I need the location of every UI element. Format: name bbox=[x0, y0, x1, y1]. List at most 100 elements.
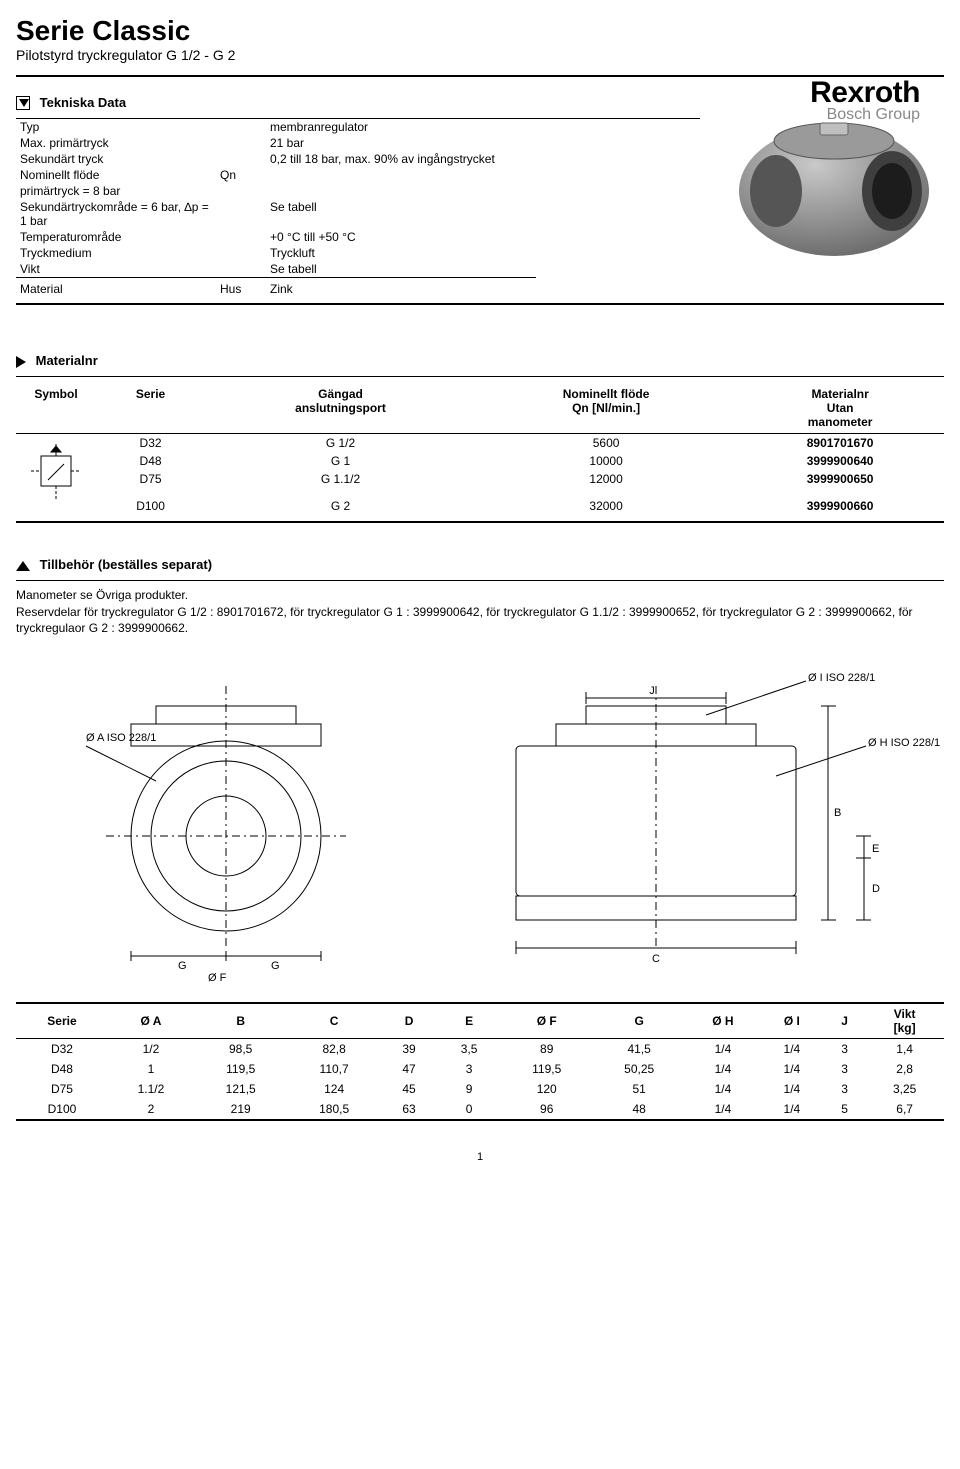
dim-cell: 51 bbox=[592, 1079, 685, 1099]
dim-cell: 1/4 bbox=[686, 1059, 760, 1079]
dim-cell: 1,4 bbox=[865, 1038, 944, 1059]
accessories-heading: Tillbehör (beställes separat) bbox=[16, 557, 944, 572]
cell-materialnr: 3999900660 bbox=[736, 489, 944, 516]
cell-qn: 32000 bbox=[476, 489, 736, 516]
col-mat-3: manometer bbox=[808, 415, 873, 429]
td-mid bbox=[216, 183, 266, 199]
table-row: Temperaturområde+0 °C till +50 °C bbox=[16, 229, 536, 245]
col-flow: Nominellt flöde Qn [Nl/min.] bbox=[476, 383, 736, 434]
td-mid bbox=[216, 135, 266, 151]
accessories-label: Tillbehör (beställes separat) bbox=[40, 557, 212, 572]
table-row: TryckmediumTryckluft bbox=[16, 245, 536, 261]
table-row: Sekundärt tryck0,2 till 18 bar, max. 90%… bbox=[16, 151, 536, 167]
table-row: Nominellt flödeQn bbox=[16, 167, 536, 183]
dim-cell: 50,25 bbox=[592, 1059, 685, 1079]
dim-cell: 9 bbox=[437, 1079, 501, 1099]
dim-cell: 39 bbox=[381, 1038, 437, 1059]
brand-logo: Rexroth Bosch Group bbox=[810, 76, 920, 124]
dim-cell: 180,5 bbox=[287, 1099, 380, 1120]
symbol-cell bbox=[16, 434, 96, 516]
td-label: primärtryck = 8 bar bbox=[16, 183, 216, 199]
technical-data-heading: Tekniska Data bbox=[16, 95, 700, 111]
td-label: Typ bbox=[16, 119, 216, 135]
cell-ganga: G 1/2 bbox=[205, 434, 476, 453]
dimensions-table: SerieØ ABCDEØ FGØ HØ IJVikt[kg] D321/298… bbox=[16, 1003, 944, 1121]
cell-materialnr: 8901701670 bbox=[736, 434, 944, 453]
cell-ganga: G 2 bbox=[205, 489, 476, 516]
dim-cell: 1/4 bbox=[760, 1099, 824, 1120]
dim-cell: 6,7 bbox=[865, 1099, 944, 1120]
col-mat-2: Utan bbox=[827, 401, 854, 415]
cell-qn: 10000 bbox=[476, 452, 736, 470]
dim-cell: 1/2 bbox=[108, 1038, 194, 1059]
dim-cell: 119,5 bbox=[194, 1059, 287, 1079]
materialnr-table: Symbol Serie Gängad anslutningsport Nomi… bbox=[16, 383, 944, 515]
page-header: Serie Classic Pilotstyrd tryckregulator … bbox=[16, 16, 944, 63]
table-row: D100G 2320003999900660 bbox=[16, 489, 944, 516]
dim-cell: 3,5 bbox=[437, 1038, 501, 1059]
materialnr-heading: Materialnr bbox=[16, 353, 944, 368]
divider bbox=[16, 521, 944, 523]
dim-cell: 47 bbox=[381, 1059, 437, 1079]
dim-col: J bbox=[824, 1003, 866, 1038]
col-materialnr: Materialnr Utan manometer bbox=[736, 383, 944, 434]
td-value: +0 °C till +50 °C bbox=[266, 229, 536, 245]
td-value: Zink bbox=[266, 278, 536, 298]
annot-h: Ø H ISO 228/1 bbox=[868, 737, 940, 749]
dim-col: B bbox=[194, 1003, 287, 1038]
dim-cell: 1/4 bbox=[760, 1079, 824, 1099]
td-value: Tryckluft bbox=[266, 245, 536, 261]
col-ganga-1: Gängad bbox=[318, 387, 363, 401]
dim-cell: 5 bbox=[824, 1099, 866, 1120]
td-mid: Hus bbox=[216, 278, 266, 298]
td-label: Max. primärtryck bbox=[16, 135, 216, 151]
dim-cell: 1.1/2 bbox=[108, 1079, 194, 1099]
technical-drawing: Ø A ISO 228/1 G G Ø F C bbox=[16, 656, 944, 986]
brand-main: Rexroth bbox=[810, 76, 920, 110]
table-row: D321/298,582,8393,58941,51/41/431,4 bbox=[16, 1038, 944, 1059]
td-mid bbox=[216, 261, 266, 278]
dim-col: Ø A bbox=[108, 1003, 194, 1038]
col-serie: Serie bbox=[96, 383, 205, 434]
dim-cell: 48 bbox=[592, 1099, 685, 1120]
td-mid bbox=[216, 199, 266, 229]
td-mid bbox=[216, 151, 266, 167]
dim-cell: 121,5 bbox=[194, 1079, 287, 1099]
dim-col: Vikt[kg] bbox=[865, 1003, 944, 1038]
td-value: Se tabell bbox=[266, 261, 536, 278]
dim-cell: 1/4 bbox=[760, 1038, 824, 1059]
dim-cell: D48 bbox=[16, 1059, 108, 1079]
page-number: 1 bbox=[16, 1151, 944, 1163]
accessories-line-2: Reservdelar för tryckregulator G 1/2 : 8… bbox=[16, 605, 913, 635]
td-mid bbox=[216, 245, 266, 261]
dim-cell: 219 bbox=[194, 1099, 287, 1120]
table-row: MaterialHusZink bbox=[16, 278, 536, 298]
dim-cell: 89 bbox=[501, 1038, 592, 1059]
dim-cell: 3,25 bbox=[865, 1079, 944, 1099]
table-row: Sekundärtryckområde = 6 bar, ∆p = 1 barS… bbox=[16, 199, 536, 229]
accessories-line-1: Manometer se Övriga produkter. bbox=[16, 588, 188, 602]
table-row: D75G 1.1/2120003999900650 bbox=[16, 470, 944, 489]
cell-serie: D100 bbox=[96, 489, 205, 516]
table-row: D32G 1/256008901701670 bbox=[16, 434, 944, 453]
annot-e: E bbox=[872, 843, 879, 855]
cell-serie: D48 bbox=[96, 452, 205, 470]
td-value bbox=[266, 183, 536, 199]
annot-j: J bbox=[649, 685, 655, 697]
td-label: Sekundärtryckområde = 6 bar, ∆p = 1 bar bbox=[16, 199, 216, 229]
td-label: Nominellt flöde bbox=[16, 167, 216, 183]
col-symbol: Symbol bbox=[16, 383, 96, 434]
page-title: Serie Classic bbox=[16, 16, 944, 47]
dim-cell: 1/4 bbox=[686, 1099, 760, 1120]
divider bbox=[16, 75, 944, 77]
dim-cell: 3 bbox=[824, 1059, 866, 1079]
dim-cell: D100 bbox=[16, 1099, 108, 1120]
dim-cell: 110,7 bbox=[287, 1059, 380, 1079]
dim-cell: 82,8 bbox=[287, 1038, 380, 1059]
arrow-right-icon bbox=[16, 356, 26, 368]
dim-cell: 96 bbox=[501, 1099, 592, 1120]
divider bbox=[16, 376, 944, 377]
cell-qn: 12000 bbox=[476, 470, 736, 489]
dim-cell: D32 bbox=[16, 1038, 108, 1059]
dim-cell: 0 bbox=[437, 1099, 501, 1120]
